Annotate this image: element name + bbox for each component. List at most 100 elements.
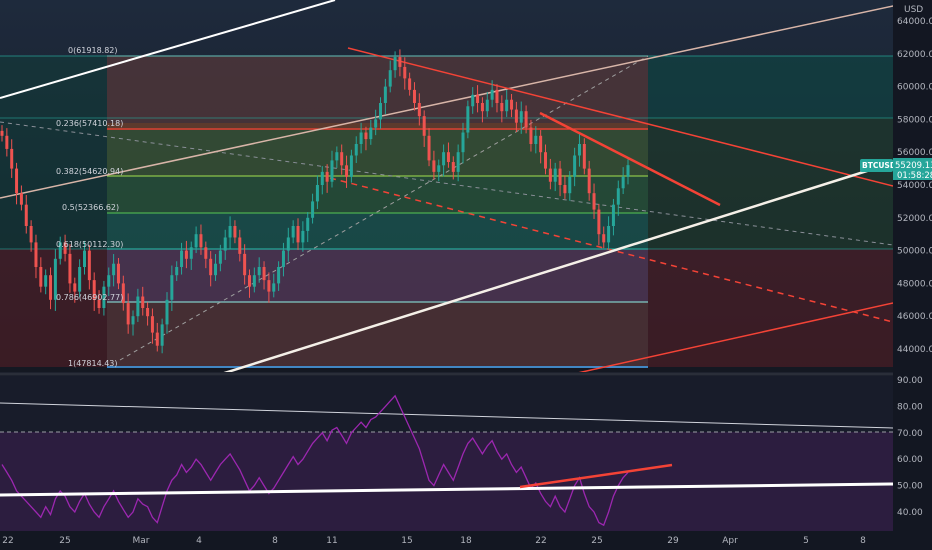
candle-body [539, 135, 543, 153]
candle-body [607, 226, 611, 243]
fib-zone-4 [107, 213, 648, 249]
candle-body [73, 283, 77, 292]
candle-body [160, 324, 164, 346]
price-axis-label: 64000.00 [897, 17, 932, 27]
candles-group[interactable] [0, 49, 630, 354]
candle-body [417, 103, 421, 117]
rsi-line[interactable] [1, 394, 629, 527]
candle-body [102, 286, 106, 308]
rsi-axis-label: 40.00 [897, 508, 923, 518]
candle-body [451, 162, 455, 172]
candle-body [388, 70, 392, 87]
candle-body [476, 94, 480, 103]
price-axis[interactable]: USD 64000.00 62000.00 60000.00 58000.00 5600… [897, 5, 932, 355]
candle-body [165, 299, 169, 325]
candle-body [214, 263, 218, 276]
candle-body [291, 226, 295, 238]
candle-body [121, 283, 125, 304]
time-axis-label: 22 [2, 536, 13, 546]
candle-body [616, 188, 620, 205]
candle-body [272, 283, 276, 292]
candle-body [175, 267, 179, 276]
candle-body [379, 103, 383, 120]
candle-body [340, 152, 344, 166]
symbol-tag-bg [860, 159, 893, 172]
candle-body [471, 94, 475, 107]
candle-body [427, 135, 431, 161]
fib-label-0: 0(61918.82) [68, 46, 118, 55]
time-axis-label: Apr [722, 536, 738, 546]
rsi-band [0, 432, 893, 531]
candle-body [296, 226, 300, 243]
tan-channel-line[interactable] [0, 5, 893, 199]
candle-body [573, 155, 577, 177]
candle-body [315, 185, 319, 202]
candle-body [87, 250, 91, 281]
dashed-diagonal-line[interactable] [119, 55, 649, 361]
candle-body [359, 132, 363, 144]
candle-body [5, 135, 9, 149]
candle-body [510, 99, 514, 110]
candle-body [107, 275, 111, 287]
time-axis-label: 29 [667, 536, 679, 546]
candle-body [262, 267, 266, 281]
price-axis-label: 54000.00 [897, 181, 932, 191]
red-resistance-line[interactable] [347, 47, 893, 187]
rsi-red-trend[interactable] [519, 463, 673, 489]
candle-body [184, 250, 188, 259]
candle-body [131, 316, 135, 325]
candle-body [141, 296, 145, 308]
price-axis-label: 52000.00 [897, 214, 932, 224]
white-support-line[interactable] [215, 168, 871, 376]
price-axis-label: 50000.00 [897, 247, 932, 257]
red-bottom-channel[interactable] [555, 302, 893, 378]
candle-body [204, 247, 208, 259]
fib-label-0382: 0.382(54620.94) [56, 167, 123, 176]
candle-body [524, 111, 528, 128]
rsi-axis[interactable]: 90.00 80.00 70.00 60.00 50.00 40.00 [897, 376, 923, 518]
rsi-axis-label: 60.00 [897, 455, 923, 465]
time-axis[interactable]: 22 25 Mar 4 8 11 15 18 22 25 29 Apr 5 8 [2, 536, 866, 546]
candle-body [442, 152, 446, 166]
candle-body [563, 185, 567, 194]
candle-body [112, 263, 116, 276]
candle-body [136, 296, 140, 317]
symbol-tag: BTCUSD [862, 161, 896, 170]
price-pane[interactable]: 0(61918.82) 0.236(57410.18) 0.382(54620.… [0, 0, 893, 378]
red-short-trend[interactable] [539, 111, 721, 207]
price-axis-background[interactable] [893, 0, 932, 550]
rsi-axis-label: 50.00 [897, 482, 923, 492]
candle-body [10, 148, 14, 169]
time-axis-label: 25 [59, 536, 70, 546]
candle-body [466, 106, 470, 133]
time-axis-background[interactable] [0, 531, 893, 550]
candle-body [519, 111, 523, 123]
rsi-white-support[interactable] [0, 482, 893, 497]
current-price-tag[interactable]: BTCUSD 55209.13 01:58:28 [860, 158, 932, 181]
time-axis-label: 5 [803, 536, 809, 546]
candle-body [257, 267, 261, 276]
dashed-grey-line[interactable] [0, 121, 893, 246]
candle-body [116, 263, 120, 284]
candle-body [335, 152, 339, 161]
candle-body [19, 193, 23, 205]
candle-body [514, 109, 518, 123]
candle-body [180, 250, 184, 267]
candle-body [286, 237, 290, 251]
fib-zone-5 [107, 249, 648, 302]
rsi-pane[interactable] [0, 394, 893, 531]
time-axis-label: 15 [401, 536, 412, 546]
fib-zone-1 [107, 123, 648, 130]
fib-zone-6 [107, 302, 648, 368]
time-axis-label: 18 [460, 536, 472, 546]
white-trend-top-left[interactable] [0, 0, 336, 99]
price-axis-label: 46000.00 [897, 312, 932, 322]
candle-body [446, 152, 450, 163]
candle-body [349, 155, 353, 177]
rsi-trend-grey[interactable] [0, 402, 893, 429]
candle-body [490, 89, 494, 100]
candle-body [345, 165, 349, 177]
time-axis-label: 22 [535, 536, 546, 546]
candle-body [592, 193, 596, 210]
